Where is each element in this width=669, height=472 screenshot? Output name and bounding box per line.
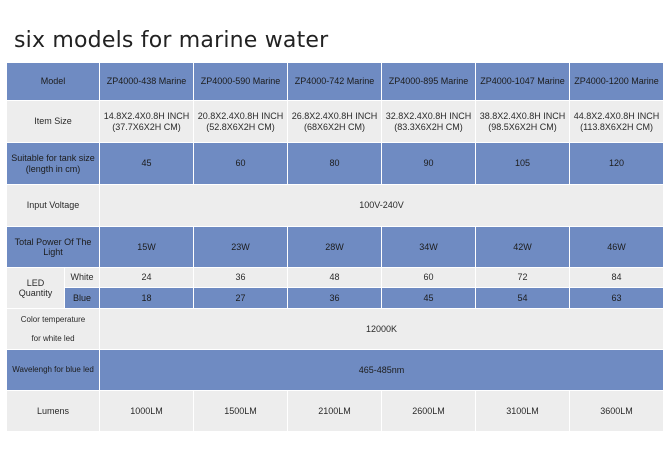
item-size-cell: 44.8X2.4X0.8H INCH (113.8X6X2H CM) bbox=[569, 100, 665, 143]
input-voltage-row: Input Voltage 100V-240V bbox=[5, 184, 665, 227]
size-inch: 14.8X2.4X0.8H INCH bbox=[103, 111, 190, 122]
input-voltage-value: 100V-240V bbox=[99, 184, 665, 227]
size-inch: 44.8X2.4X0.8H INCH bbox=[573, 111, 660, 122]
power-value: 28W bbox=[287, 226, 383, 268]
item-size-cell: 20.8X2.4X0.8H INCH (52.8X6X2H CM) bbox=[193, 100, 289, 143]
model-name: ZP4000-895 Marine bbox=[381, 62, 477, 101]
power-value: 15W bbox=[99, 226, 195, 268]
size-cm: (83.3X6X2H CM) bbox=[394, 121, 463, 132]
lumens-row: Lumens 1000LM 1500LM 2100LM 2600LM 3100L… bbox=[5, 390, 665, 432]
blue-led-count: 36 bbox=[287, 287, 383, 309]
wavelength-label: Wavelengh for blue led bbox=[5, 349, 101, 391]
total-power-row: Total Power Of The Light 15W 23W 28W 34W… bbox=[5, 226, 665, 268]
tank-size-label-line1: Suitable for tank size bbox=[11, 153, 95, 164]
model-name: ZP4000-1047 Marine bbox=[475, 62, 571, 101]
lumens-value: 2100LM bbox=[287, 390, 383, 432]
total-power-label: Total Power Of The Light bbox=[5, 226, 101, 268]
size-cm: (37.7X6X2H CM) bbox=[112, 121, 181, 132]
tank-size-row: Suitable for tank size (length in cm) 45 … bbox=[5, 142, 665, 185]
lumens-value: 1500LM bbox=[193, 390, 289, 432]
lumens-value: 3100LM bbox=[475, 390, 571, 432]
wavelength-value: 465-485nm bbox=[99, 349, 665, 391]
tank-size-value: 60 bbox=[193, 142, 289, 185]
tank-size-label-line2: (length in cm) bbox=[25, 163, 81, 174]
model-name: ZP4000-742 Marine bbox=[287, 62, 383, 101]
tank-size-value: 45 bbox=[99, 142, 195, 185]
lumens-value: 2600LM bbox=[381, 390, 477, 432]
lumens-value: 1000LM bbox=[99, 390, 195, 432]
blue-led-count: 45 bbox=[381, 287, 477, 309]
blue-label: Blue bbox=[63, 287, 101, 309]
tank-size-value: 90 bbox=[381, 142, 477, 185]
white-label: White bbox=[63, 267, 101, 288]
tank-size-label: Suitable for tank size (length in cm) bbox=[5, 142, 101, 185]
model-label: Model bbox=[5, 62, 101, 101]
lumens-label: Lumens bbox=[5, 390, 101, 432]
color-temp-row: Color temperature for white led 12000K bbox=[5, 308, 665, 350]
blue-led-count: 18 bbox=[99, 287, 195, 309]
white-led-count: 36 bbox=[193, 267, 289, 288]
size-inch: 20.8X2.4X0.8H INCH bbox=[197, 111, 284, 122]
tank-size-value: 120 bbox=[569, 142, 665, 185]
power-value: 46W bbox=[569, 226, 665, 268]
led-quantity-label-line2: Quantity bbox=[18, 288, 53, 298]
page-title: six models for marine water bbox=[14, 28, 329, 53]
white-led-count: 72 bbox=[475, 267, 571, 288]
wavelength-row: Wavelengh for blue led 465-485nm bbox=[5, 349, 665, 391]
model-name: ZP4000-1200 Marine bbox=[569, 62, 665, 101]
white-led-count: 60 bbox=[381, 267, 477, 288]
power-value: 23W bbox=[193, 226, 289, 268]
size-inch: 32.8X2.4X0.8H INCH bbox=[385, 111, 472, 122]
blue-led-count: 27 bbox=[193, 287, 289, 309]
item-size-cell: 38.8X2.4X0.8H INCH (98.5X6X2H CM) bbox=[475, 100, 571, 143]
size-inch: 38.8X2.4X0.8H INCH bbox=[479, 111, 566, 122]
blue-led-count: 54 bbox=[475, 287, 571, 309]
item-size-row: Item Size 14.8X2.4X0.8H INCH (37.7X6X2H C… bbox=[5, 100, 665, 143]
led-quantity-label-line1: LED bbox=[26, 277, 45, 288]
size-cm: (68X6X2H CM) bbox=[304, 121, 366, 132]
color-temp-label: Color temperature for white led bbox=[5, 308, 101, 350]
item-size-cell: 26.8X2.4X0.8H INCH (68X6X2H CM) bbox=[287, 100, 383, 143]
size-cm: (98.5X6X2H CM) bbox=[488, 121, 557, 132]
tank-size-value: 105 bbox=[475, 142, 571, 185]
led-white-row: LED Quantity White 24 36 48 60 72 84 bbox=[6, 267, 665, 309]
lumens-value: 3600LM bbox=[569, 390, 665, 432]
model-name: ZP4000-438 Marine bbox=[99, 62, 195, 101]
size-cm: (52.8X6X2H CM) bbox=[206, 121, 275, 132]
model-name: ZP4000-590 Marine bbox=[193, 62, 289, 101]
color-temp-label-line1: Color temperature bbox=[20, 315, 86, 325]
spec-table: Model ZP4000-438 Marine ZP4000-590 Marin… bbox=[5, 62, 665, 432]
white-led-count: 48 bbox=[287, 267, 383, 288]
model-row: Model ZP4000-438 Marine ZP4000-590 Marin… bbox=[5, 62, 665, 101]
power-value: 42W bbox=[475, 226, 571, 268]
item-size-cell: 14.8X2.4X0.8H INCH (37.7X6X2H CM) bbox=[99, 100, 195, 143]
item-size-cell: 32.8X2.4X0.8H INCH (83.3X6X2H CM) bbox=[381, 100, 477, 143]
color-temp-value: 12000K bbox=[99, 308, 665, 350]
power-value: 34W bbox=[381, 226, 477, 268]
tank-size-value: 80 bbox=[287, 142, 383, 185]
item-size-label: Item Size bbox=[5, 100, 101, 143]
white-led-count: 84 bbox=[569, 267, 665, 288]
blue-led-count: 63 bbox=[569, 287, 665, 309]
size-inch: 26.8X2.4X0.8H INCH bbox=[291, 111, 378, 122]
white-led-count: 24 bbox=[99, 267, 195, 288]
input-voltage-label: Input Voltage bbox=[5, 184, 101, 227]
led-quantity-label: LED Quantity bbox=[6, 267, 65, 309]
led-blue-row: Blue 18 27 36 45 54 63 bbox=[7, 287, 665, 309]
color-temp-label-line2: for white led bbox=[31, 333, 75, 343]
size-cm: (113.8X6X2H CM) bbox=[580, 121, 653, 132]
